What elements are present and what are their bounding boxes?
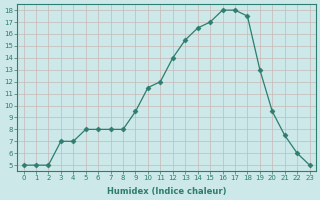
X-axis label: Humidex (Indice chaleur): Humidex (Indice chaleur) bbox=[107, 187, 226, 196]
